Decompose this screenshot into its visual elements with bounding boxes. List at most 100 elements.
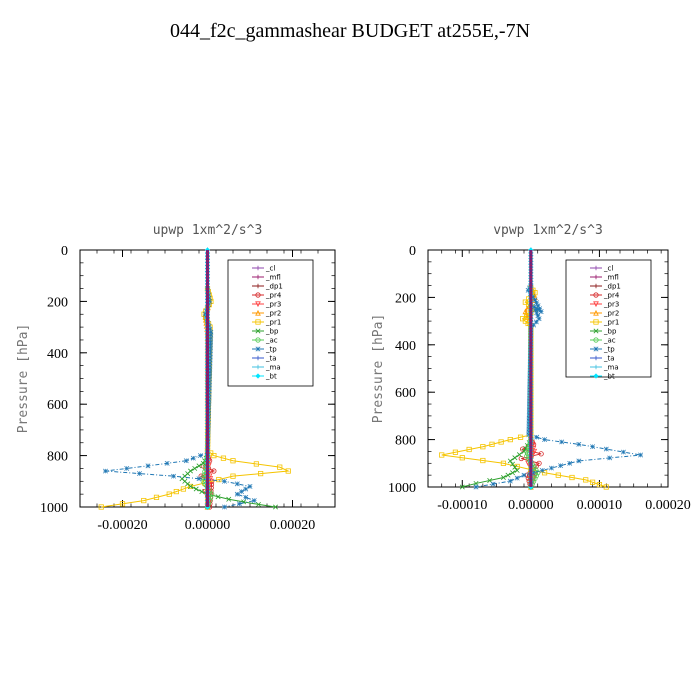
- legend-label: _mfl: [265, 274, 281, 282]
- data-point: [206, 382, 212, 388]
- data-point: [208, 342, 213, 348]
- data-point: [524, 305, 531, 312]
- data-point: [523, 446, 529, 451]
- y-tick-label: 600: [395, 386, 416, 401]
- y-axis-label: Pressure [hPa]: [371, 314, 386, 424]
- data-point: [480, 457, 486, 464]
- data-point: [548, 465, 554, 471]
- data-point: [206, 388, 212, 394]
- data-point: [532, 297, 538, 303]
- y-tick-label: 200: [395, 291, 416, 306]
- data-point: [473, 480, 479, 486]
- data-point: [208, 345, 213, 351]
- data-point: [607, 455, 613, 461]
- data-point: [141, 497, 147, 504]
- data-point: [533, 473, 539, 479]
- legend-marker: [593, 355, 599, 361]
- legend-marker: [255, 355, 261, 361]
- data-point: [153, 494, 160, 500]
- data-point: [207, 360, 213, 366]
- data-point: [183, 458, 189, 464]
- data-point: [534, 300, 539, 306]
- data-point: [535, 313, 541, 319]
- data-point: [103, 468, 108, 474]
- data-point: [559, 439, 565, 445]
- data-point: [510, 470, 516, 476]
- data-point: [500, 475, 506, 481]
- legend-marker: [593, 337, 599, 343]
- data-point: [215, 494, 221, 500]
- legend-label: _pr1: [603, 319, 619, 327]
- data-point: [207, 348, 213, 354]
- data-point: [222, 504, 227, 510]
- data-point: [207, 326, 213, 332]
- data-point: [208, 335, 214, 341]
- data-point: [222, 478, 227, 484]
- data-point: [207, 298, 213, 304]
- legend-label: _bt: [603, 373, 615, 381]
- y-tick-label: 600: [47, 398, 68, 413]
- data-point: [569, 474, 575, 481]
- data-point: [180, 486, 187, 492]
- data-point: [538, 309, 544, 315]
- legend-label: _ma: [603, 364, 619, 372]
- panel-title: vpwp 1xm^2/s^3: [493, 223, 603, 238]
- data-point: [285, 468, 291, 474]
- legend-marker: [255, 373, 261, 379]
- y-tick-label: 1000: [388, 481, 416, 496]
- data-point: [196, 476, 202, 482]
- data-point: [530, 294, 536, 300]
- data-point: [208, 332, 214, 338]
- y-tick-label: 0: [61, 244, 68, 259]
- legend-marker: [255, 274, 261, 280]
- legend-label: _ac: [603, 337, 616, 345]
- vpwp-panel: vpwp 1xm^2/s^3 0 200 400 600 800 1000 -0.00010 0…: [371, 223, 691, 513]
- legend-marker: [255, 346, 261, 352]
- legend-marker: [255, 309, 261, 316]
- data-point: [521, 472, 527, 478]
- data-point: [220, 455, 227, 461]
- series_bp: [459, 437, 534, 490]
- legend-marker: [593, 292, 599, 298]
- data-point: [505, 472, 511, 478]
- data-point: [526, 429, 532, 435]
- data-point: [510, 461, 516, 467]
- data-point: [207, 370, 213, 375]
- legend-label: _ac: [265, 337, 278, 345]
- data-point: [555, 472, 561, 478]
- data-point: [207, 376, 213, 382]
- data-point: [535, 306, 541, 312]
- y-tick-label: 400: [395, 339, 416, 354]
- data-point: [576, 441, 582, 447]
- data-point: [187, 483, 194, 490]
- data-point: [199, 489, 205, 495]
- data-point: [498, 439, 504, 445]
- data-point: [589, 479, 596, 485]
- data-point: [514, 475, 520, 481]
- legend-label: _bp: [603, 328, 617, 336]
- data-point: [590, 444, 596, 450]
- legend-marker: [593, 274, 599, 280]
- x-tick-label: 0.00020: [645, 498, 691, 513]
- data-point: [507, 436, 513, 443]
- data-point: [541, 470, 548, 476]
- data-point: [512, 464, 518, 470]
- data-point: [531, 322, 537, 328]
- data-point: [243, 486, 249, 492]
- panel-title: upwp 1xm^2/s^3: [153, 223, 263, 238]
- data-point: [197, 453, 203, 459]
- legend-label: _cl: [265, 265, 275, 273]
- x-tick-label: -0.00020: [97, 518, 147, 533]
- legend-label: _pr3: [603, 301, 619, 309]
- legend-marker: [255, 328, 261, 334]
- data-point: [507, 478, 513, 484]
- legend-marker: [255, 301, 261, 308]
- data-point: [190, 455, 196, 461]
- data-point: [207, 363, 213, 369]
- data-point: [603, 446, 609, 452]
- legend-marker: [593, 373, 599, 379]
- data-point: [452, 449, 459, 455]
- data-point: [202, 311, 208, 317]
- legend-marker: [255, 319, 261, 325]
- legend-marker: [593, 319, 599, 325]
